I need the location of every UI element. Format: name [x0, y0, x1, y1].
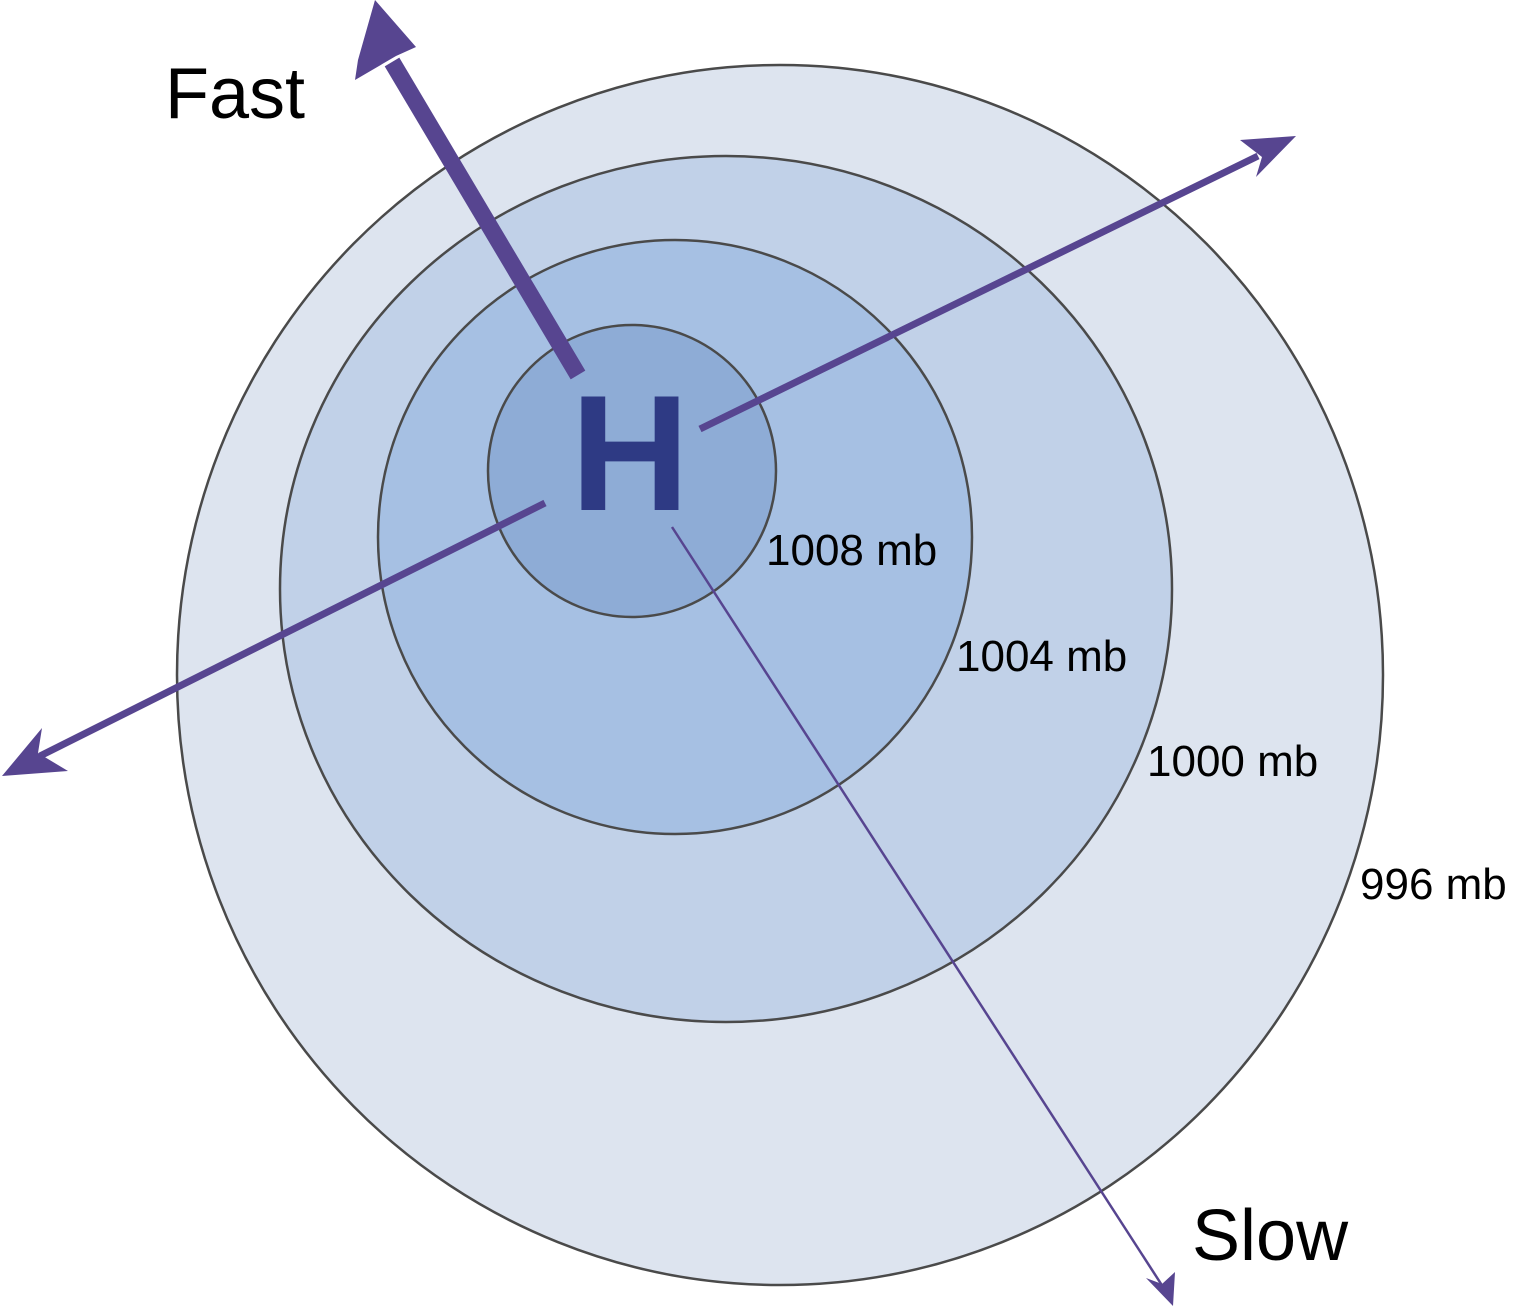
isobar-label-1008: 1008 mb: [766, 526, 937, 575]
isobar-label-1000: 1000 mb: [1147, 737, 1318, 786]
fast-label: Fast: [165, 54, 305, 134]
isobar-1008: [486, 323, 778, 619]
outflow-arrow-northeast: [698, 136, 1296, 433]
isobar-label-1004: 1004 mb: [956, 632, 1127, 681]
outflow-arrow-southwest: [2, 499, 547, 776]
fast-arrow: [355, 0, 586, 380]
slow-arrow: [670, 526, 1175, 1306]
high-pressure-label: H: [570, 361, 689, 545]
slow-label: Slow: [1192, 1196, 1349, 1276]
isobar-label-996: 996 mb: [1360, 860, 1507, 909]
